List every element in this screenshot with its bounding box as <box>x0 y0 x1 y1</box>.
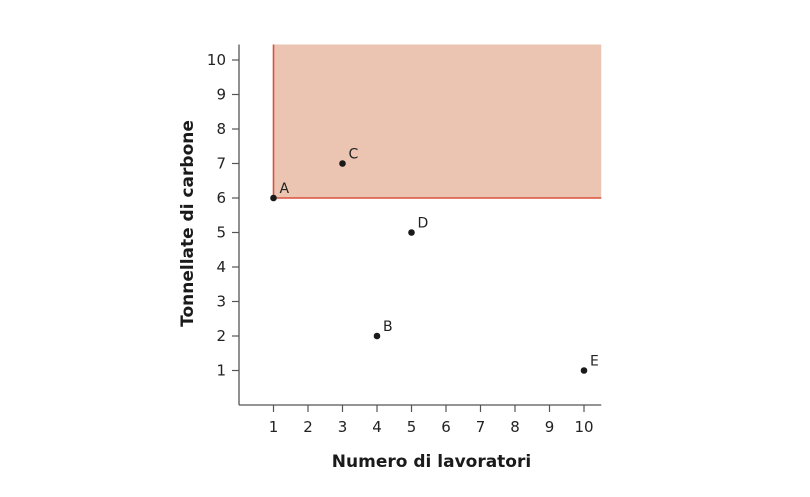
ticks: 1 2 3 4 5 6 7 8 9 10 1 2 3 4 5 6 7 8 9 10 <box>207 51 594 436</box>
x-tick-label: 2 <box>303 418 313 436</box>
point-label-B: B <box>383 319 393 335</box>
point-A <box>270 194 277 202</box>
x-tick-label: 8 <box>510 418 520 436</box>
point-B <box>373 332 381 340</box>
y-tick-label: 1 <box>216 362 226 380</box>
point-label-E: E <box>590 354 599 370</box>
y-tick-label: 4 <box>216 258 226 276</box>
point-C <box>339 160 346 167</box>
y-tick-label: 9 <box>216 86 226 104</box>
shaded-region <box>273 44 602 198</box>
y-tick-label: 7 <box>216 155 226 173</box>
point-label-C: C <box>349 147 359 163</box>
y-tick-label: 5 <box>216 224 226 242</box>
y-tick-label: 2 <box>216 327 226 345</box>
axes <box>238 44 602 406</box>
shaded-region-layer <box>272 44 602 199</box>
point-D <box>408 229 415 236</box>
y-tick-label: 10 <box>207 51 226 69</box>
x-tick-label: 9 <box>545 418 555 436</box>
point-E <box>580 367 588 374</box>
y-tick-label: 3 <box>216 293 226 311</box>
x-tick-label: 7 <box>476 418 486 436</box>
x-tick-label: 3 <box>338 418 348 436</box>
y-tick-label: 8 <box>216 120 226 138</box>
point-label-A: A <box>280 181 290 197</box>
x-tick-label: 5 <box>407 418 417 436</box>
x-tick-label: 1 <box>269 418 279 436</box>
data-points: A B C D E <box>270 147 599 374</box>
y-tick-label: 6 <box>216 189 226 207</box>
x-axis-title: Numero di lavoratori <box>332 452 531 472</box>
point-label-D: D <box>418 216 429 232</box>
x-tick-label: 10 <box>574 418 593 436</box>
y-axis-title: Tonnellate di carbone <box>178 120 198 327</box>
x-tick-label: 4 <box>372 418 382 436</box>
x-tick-label: 6 <box>441 418 451 436</box>
